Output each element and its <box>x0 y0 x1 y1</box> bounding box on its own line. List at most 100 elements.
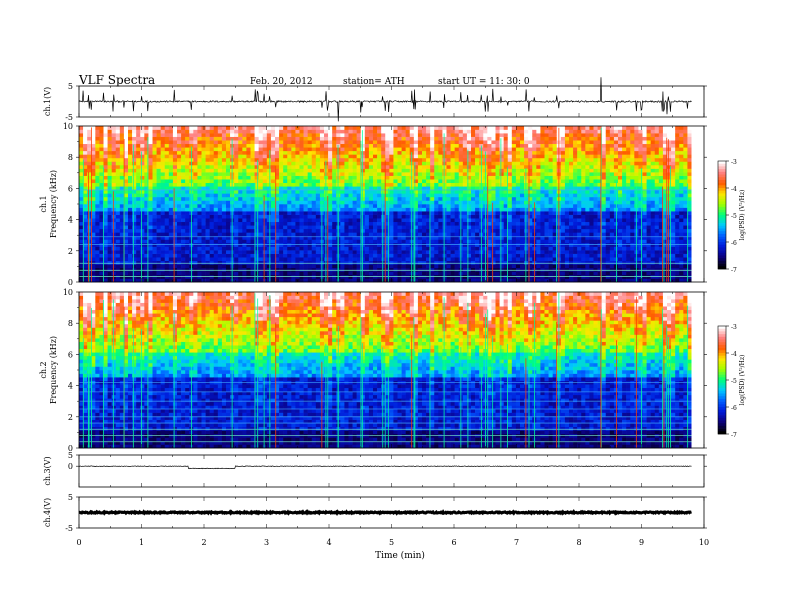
spectrogram-cell <box>512 172 516 176</box>
spectrogram-cell <box>532 161 536 165</box>
spectrogram-cell <box>402 147 406 151</box>
spectrogram-cell <box>193 229 197 233</box>
spectrogram-cell <box>222 161 226 165</box>
spectrogram-cell <box>246 200 250 204</box>
spectrogram-cell <box>406 211 410 215</box>
spectrogram-cell <box>496 147 500 151</box>
spectrogram-cell <box>536 271 540 275</box>
spectrogram-cell <box>177 151 181 155</box>
spectrogram-cell <box>218 232 222 236</box>
spectrogram-cell <box>316 229 320 233</box>
spectrogram-cell <box>124 232 128 236</box>
spectrogram-cell <box>246 222 250 226</box>
spectrogram-cell <box>430 268 434 272</box>
spectrogram-cell <box>402 215 406 219</box>
spectrogram-cell <box>300 172 304 176</box>
spectrogram-cell <box>222 147 226 151</box>
spectrogram-cell <box>422 261 426 265</box>
spectrogram-cell <box>153 183 157 187</box>
spectrogram-cell <box>312 151 316 155</box>
spectrogram-cell <box>140 208 144 212</box>
spectrogram-cell <box>353 158 357 162</box>
spectrogram-cell <box>459 165 463 169</box>
spectrogram-cell <box>344 126 348 130</box>
spectrogram-cell <box>455 271 459 275</box>
spectrogram-cell <box>128 158 132 162</box>
spectrogram-cell <box>491 247 495 251</box>
spectrogram-cell <box>108 264 112 268</box>
spectrogram-cell <box>267 197 271 201</box>
spectrogram-cell <box>496 161 500 165</box>
spectrogram-cell <box>112 211 116 215</box>
spectrogram-cell <box>385 186 389 190</box>
spectrogram-cell <box>410 140 414 144</box>
spectrogram-cell <box>169 225 173 229</box>
spectrogram-cell <box>202 133 206 137</box>
spectrogram-cell <box>442 193 446 197</box>
spectrogram-cell <box>83 147 87 151</box>
spectrogram-cell <box>430 147 434 151</box>
spectrogram-cell <box>177 190 181 194</box>
spectrogram-cell <box>328 158 332 162</box>
spectrogram-cell <box>340 140 344 144</box>
spectrogram-cell <box>193 130 197 134</box>
spectrogram-cell <box>218 140 222 144</box>
spectrogram-cell <box>218 176 222 180</box>
spectrogram-cell <box>222 154 226 158</box>
spectrogram-cell <box>516 158 520 162</box>
spectrogram-cell <box>291 140 295 144</box>
spectrogram-cell <box>116 239 120 243</box>
spectrogram-cell <box>340 247 344 251</box>
spectrogram-cell <box>238 140 242 144</box>
spectrogram-cell <box>140 264 144 268</box>
spectrogram-cell <box>344 165 348 169</box>
spectrogram-cell <box>536 257 540 261</box>
spectrogram-cell <box>87 179 91 183</box>
spectrogram-cell <box>389 222 393 226</box>
spectrogram-cell <box>238 271 242 275</box>
spectrogram-cell <box>210 165 214 169</box>
spectrogram-cell <box>214 215 218 219</box>
spectrogram-cell <box>414 137 418 141</box>
spectrogram-cell <box>385 161 389 165</box>
spectrogram-cell <box>95 186 99 190</box>
spectrogram-cell <box>471 218 475 222</box>
spectrogram-cell <box>442 232 446 236</box>
spectrogram-cell <box>491 225 495 229</box>
spectrogram-cell <box>263 169 267 173</box>
spectrogram-cell <box>418 208 422 212</box>
spectrogram-cell <box>434 215 438 219</box>
spectrogram-cell <box>267 239 271 243</box>
spectrogram-cell <box>406 193 410 197</box>
spectrogram-cell <box>451 140 455 144</box>
spectrogram-cell <box>402 179 406 183</box>
spectrogram-cell <box>430 197 434 201</box>
spectrogram-cell <box>389 183 393 187</box>
spectrogram-cell <box>177 193 181 197</box>
spectrogram-cell <box>267 211 271 215</box>
spectrogram-cell <box>369 215 373 219</box>
spectrogram-cell <box>291 215 295 219</box>
spectrogram-cell <box>206 183 210 187</box>
spectrogram-cell <box>434 222 438 226</box>
spectrogram-cell <box>393 137 397 141</box>
spectrogram-cell <box>500 140 504 144</box>
spectrogram-cell <box>124 151 128 155</box>
spectrogram-cell <box>455 225 459 229</box>
spectrogram-cell <box>361 215 365 219</box>
spectrogram-cell <box>442 161 446 165</box>
spectrogram-cell <box>234 211 238 215</box>
spectrogram-cell <box>471 247 475 251</box>
spectrogram-cell <box>520 154 524 158</box>
spectrogram-cell <box>369 225 373 229</box>
spectrogram-cell <box>279 211 283 215</box>
spectrogram-cell <box>275 137 279 141</box>
spectrogram-cell <box>491 208 495 212</box>
spectrogram-cell <box>263 239 267 243</box>
spectrogram-cell <box>95 225 99 229</box>
spectrogram-cell <box>128 161 132 165</box>
spectrogram-cell <box>116 250 120 254</box>
spectrogram-cell <box>451 218 455 222</box>
spectrogram-cell <box>455 222 459 226</box>
spectrogram-cell <box>373 165 377 169</box>
